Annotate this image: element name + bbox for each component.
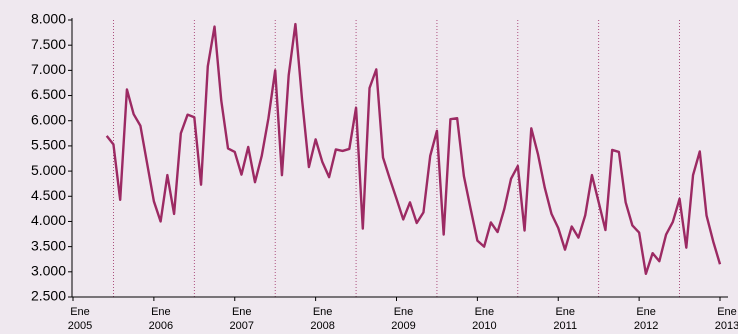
- y-tick-label: 7.500: [31, 36, 66, 52]
- x-tick-label: Ene 2009: [391, 306, 415, 332]
- y-tick-label: 8.000: [31, 11, 66, 27]
- x-tick-label: Ene 2005: [68, 306, 92, 332]
- x-tick-label: Ene 2012: [634, 306, 658, 332]
- y-tick-label: 4.000: [31, 212, 66, 228]
- x-tick-label: Ene 2011: [553, 306, 577, 332]
- x-tick-label: Ene 2008: [310, 306, 334, 332]
- y-tick-label: 3.500: [31, 237, 66, 253]
- y-tick-label: 6.000: [31, 111, 66, 127]
- y-tick-label: 3.000: [31, 263, 66, 279]
- y-tick-label: 5.500: [31, 137, 66, 153]
- x-tick-label: Ene 2007: [230, 306, 254, 332]
- y-tick-label: 2.500: [31, 288, 66, 304]
- line-series: [105, 22, 722, 276]
- y-tick-label: 7.000: [31, 61, 66, 77]
- x-tick-label: Ene 2006: [149, 306, 173, 332]
- x-tick-label: Ene 2013: [715, 306, 738, 332]
- x-tick-label: Ene 2010: [472, 306, 496, 332]
- y-tick-label: 4.500: [31, 187, 66, 203]
- y-tick-label: 6.500: [31, 86, 66, 102]
- y-tick-label: 5.000: [31, 162, 66, 178]
